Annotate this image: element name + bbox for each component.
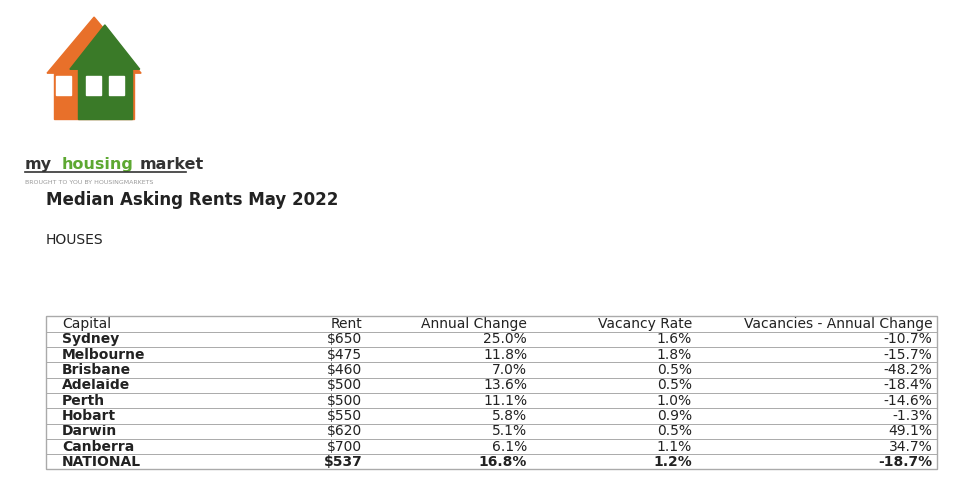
Text: Annual Change: Annual Change [421, 317, 527, 331]
Text: Median Asking Rents May 2022: Median Asking Rents May 2022 [46, 191, 339, 209]
Text: $500: $500 [327, 394, 362, 408]
Text: Melbourne: Melbourne [62, 348, 146, 362]
Text: Brisbane: Brisbane [62, 363, 132, 377]
Text: 7.0%: 7.0% [492, 363, 527, 377]
Text: 1.1%: 1.1% [657, 440, 692, 454]
Text: 0.5%: 0.5% [657, 424, 692, 438]
Text: 1.8%: 1.8% [657, 348, 692, 362]
Text: $537: $537 [324, 455, 362, 469]
Text: HOUSES: HOUSES [46, 233, 104, 247]
Text: -18.4%: -18.4% [883, 378, 932, 392]
Text: 34.7%: 34.7% [889, 440, 932, 454]
Text: 16.8%: 16.8% [479, 455, 527, 469]
Text: 0.5%: 0.5% [657, 378, 692, 392]
Text: BROUGHT TO YOU BY HOUSINGMARKETS: BROUGHT TO YOU BY HOUSINGMARKETS [25, 180, 154, 185]
Text: housing: housing [61, 157, 133, 172]
Text: -18.7%: -18.7% [878, 455, 932, 469]
Text: Hobart: Hobart [62, 409, 116, 423]
Text: 25.0%: 25.0% [484, 332, 527, 346]
Text: 6.1%: 6.1% [492, 440, 527, 454]
Text: 1.2%: 1.2% [653, 455, 692, 469]
Text: 5.1%: 5.1% [492, 424, 527, 438]
Text: -48.2%: -48.2% [884, 363, 932, 377]
Text: Rent: Rent [330, 317, 362, 331]
Text: $700: $700 [327, 440, 362, 454]
Text: 5.8%: 5.8% [492, 409, 527, 423]
Text: 0.5%: 0.5% [657, 363, 692, 377]
Text: 1.6%: 1.6% [657, 332, 692, 346]
Text: 1.0%: 1.0% [657, 394, 692, 408]
Text: -15.7%: -15.7% [884, 348, 932, 362]
Text: 49.1%: 49.1% [889, 424, 932, 438]
Text: 11.8%: 11.8% [483, 348, 527, 362]
Text: Vacancy Rate: Vacancy Rate [598, 317, 692, 331]
Text: 13.6%: 13.6% [483, 378, 527, 392]
Text: $620: $620 [327, 424, 362, 438]
Text: -14.6%: -14.6% [883, 394, 932, 408]
Text: -10.7%: -10.7% [884, 332, 932, 346]
Text: -1.3%: -1.3% [893, 409, 932, 423]
Text: $460: $460 [327, 363, 362, 377]
Text: my: my [25, 157, 52, 172]
Text: $650: $650 [327, 332, 362, 346]
Text: $550: $550 [327, 409, 362, 423]
Text: Capital: Capital [62, 317, 111, 331]
Text: Vacancies - Annual Change: Vacancies - Annual Change [744, 317, 932, 331]
Text: 11.1%: 11.1% [483, 394, 527, 408]
Text: Sydney: Sydney [62, 332, 119, 346]
Text: Adelaide: Adelaide [62, 378, 131, 392]
Text: Perth: Perth [62, 394, 106, 408]
Text: NATIONAL: NATIONAL [62, 455, 141, 469]
Text: Canberra: Canberra [62, 440, 134, 454]
Text: Darwin: Darwin [62, 424, 117, 438]
Text: $500: $500 [327, 378, 362, 392]
Text: $475: $475 [327, 348, 362, 362]
Text: 0.9%: 0.9% [657, 409, 692, 423]
Text: market: market [139, 157, 204, 172]
